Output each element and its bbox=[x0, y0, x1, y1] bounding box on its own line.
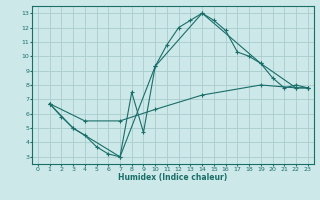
X-axis label: Humidex (Indice chaleur): Humidex (Indice chaleur) bbox=[118, 173, 228, 182]
